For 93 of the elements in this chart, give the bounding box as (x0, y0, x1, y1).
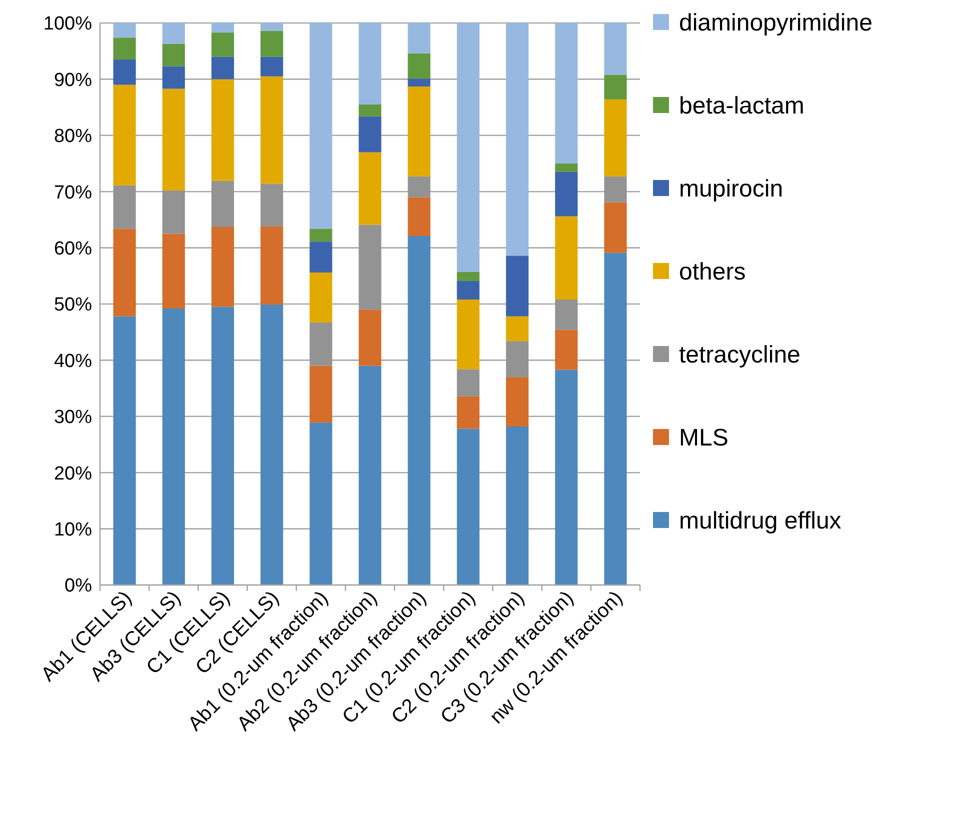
bar (506, 426, 529, 585)
bar (456, 428, 480, 585)
bar (260, 23, 284, 31)
bar (211, 227, 234, 307)
bar (506, 23, 529, 256)
bar (456, 23, 480, 272)
bar (358, 224, 382, 310)
bar (358, 116, 382, 152)
bar (113, 60, 136, 85)
bar (162, 66, 185, 89)
bar (604, 99, 627, 176)
bar (506, 256, 529, 316)
bar (408, 53, 430, 79)
bar (604, 202, 627, 253)
bar (310, 272, 332, 323)
bar (358, 23, 382, 104)
bar (211, 180, 234, 228)
bar (555, 300, 578, 330)
bar (555, 216, 578, 300)
bar (113, 23, 136, 38)
bar (162, 308, 185, 585)
bar (408, 23, 430, 54)
bar (260, 76, 284, 184)
bar (211, 79, 234, 181)
bar (211, 56, 234, 80)
bar (162, 44, 185, 66)
bar (211, 32, 234, 57)
bar (358, 152, 382, 225)
bar (555, 330, 578, 370)
legend-label: MLS (679, 424, 728, 452)
bar (211, 23, 234, 33)
bar (604, 74, 627, 100)
y-tick-label: 0% (64, 576, 92, 597)
legend-label: mupirocin (679, 175, 784, 202)
bar (358, 104, 382, 116)
bar (113, 228, 136, 316)
bar (260, 304, 284, 585)
bar (260, 226, 284, 305)
legend-label: tetracycline (679, 341, 800, 368)
bar (310, 322, 332, 366)
bar (408, 236, 430, 585)
bar (113, 84, 136, 186)
y-tick-label: 10% (54, 519, 92, 540)
bar (408, 197, 430, 236)
legend-label: beta-lactam (679, 92, 804, 120)
bar (555, 172, 578, 216)
bar (113, 316, 136, 585)
y-tick-label: 50% (54, 294, 92, 316)
bar (456, 272, 480, 281)
bar (604, 23, 627, 75)
y-tick-label: 40% (54, 350, 92, 372)
bar (211, 306, 234, 585)
y-tick-label: 80% (54, 126, 92, 148)
bar (456, 396, 480, 429)
y-tick-label: 20% (54, 463, 92, 484)
bar (506, 341, 529, 378)
y-tick-label: 90% (54, 70, 92, 91)
bar (555, 164, 578, 172)
bar (456, 369, 480, 396)
bar (310, 242, 332, 273)
bar (456, 280, 480, 300)
bar (310, 228, 332, 242)
bar (604, 176, 627, 202)
bar (260, 184, 284, 226)
y-tick-label: 30% (54, 407, 92, 428)
y-tick-label: 100% (43, 14, 92, 35)
bar (408, 176, 430, 198)
bar (260, 56, 284, 76)
bar (408, 86, 430, 176)
legend-label: multidrug efflux (679, 507, 842, 534)
bar (456, 300, 480, 370)
bar (506, 316, 529, 342)
bar (162, 234, 185, 308)
bar (358, 310, 382, 366)
legend-label: diaminopyrimidine (679, 9, 872, 36)
bar (162, 23, 185, 44)
y-tick-label: 70% (54, 182, 92, 204)
bar (113, 185, 136, 229)
bar (113, 38, 136, 60)
bar (162, 88, 185, 190)
bar (506, 377, 529, 427)
bar (310, 23, 332, 229)
bar (310, 422, 332, 585)
bar (555, 370, 578, 585)
legend-label: others (679, 258, 746, 286)
bar (310, 366, 332, 423)
bar (260, 30, 284, 57)
bar (604, 252, 627, 585)
bar (555, 23, 578, 164)
bar (162, 190, 185, 234)
y-tick-label: 60% (54, 238, 92, 260)
bar (358, 366, 382, 585)
bar (408, 78, 430, 87)
